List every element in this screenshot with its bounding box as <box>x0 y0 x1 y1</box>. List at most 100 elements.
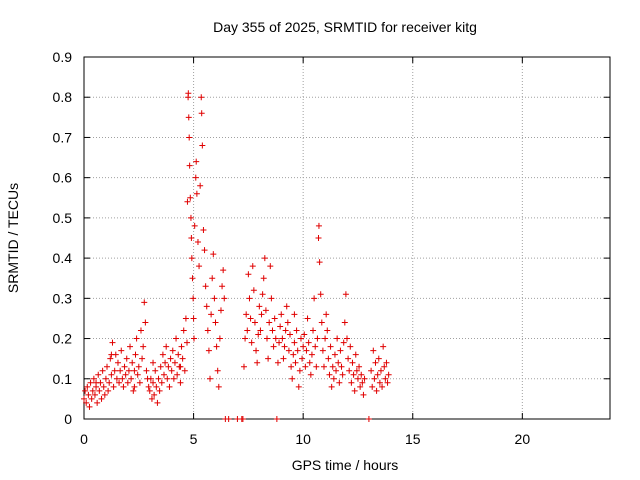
data-point <box>216 335 223 342</box>
data-point <box>271 315 278 322</box>
data-point <box>104 363 111 370</box>
data-point <box>88 395 95 402</box>
data-point <box>314 335 321 342</box>
data-point <box>152 367 159 374</box>
data-point <box>135 363 142 370</box>
data-point <box>83 399 90 406</box>
data-point <box>187 194 194 201</box>
data-point <box>168 367 175 374</box>
data-point <box>276 339 283 346</box>
data-point <box>162 359 169 366</box>
data-point <box>185 90 192 97</box>
data-point <box>249 263 256 270</box>
data-point <box>197 182 204 189</box>
data-point <box>86 403 93 410</box>
data-point <box>146 387 153 394</box>
data-point <box>194 239 201 246</box>
x-tick-label: 20 <box>515 431 531 447</box>
data-point <box>315 222 322 229</box>
data-point <box>337 347 344 354</box>
data-point <box>303 347 310 354</box>
data-point <box>270 343 277 350</box>
data-point <box>288 363 295 370</box>
data-point <box>240 363 247 370</box>
data-point <box>136 379 143 386</box>
data-point <box>166 383 173 390</box>
data-point <box>297 335 304 342</box>
data-point <box>181 367 188 374</box>
data-point <box>133 335 140 342</box>
data-point <box>187 214 194 221</box>
data-point <box>84 383 91 390</box>
data-point <box>85 391 92 398</box>
data-point <box>272 335 279 342</box>
data-point <box>193 158 200 165</box>
data-point <box>345 355 352 362</box>
data-point <box>322 335 329 342</box>
data-point <box>278 311 285 318</box>
data-point <box>339 371 346 378</box>
data-point <box>156 387 163 394</box>
data-point <box>99 367 106 374</box>
data-point <box>101 391 108 398</box>
data-point <box>121 363 128 370</box>
data-point <box>173 335 180 342</box>
data-point <box>318 319 325 326</box>
data-point <box>131 367 138 374</box>
data-point <box>160 371 167 378</box>
data-point <box>315 235 322 241</box>
data-point <box>317 291 324 298</box>
data-point <box>319 347 326 354</box>
data-point <box>178 343 185 350</box>
data-point <box>94 399 101 406</box>
x-tick-label: 15 <box>405 431 421 447</box>
data-point <box>219 283 226 290</box>
data-point <box>245 271 252 278</box>
data-point <box>306 359 313 366</box>
data-point <box>82 387 89 394</box>
data-point <box>255 331 262 338</box>
data-point <box>327 343 334 350</box>
data-point <box>221 295 228 302</box>
data-point <box>100 383 107 390</box>
data-point <box>141 299 148 306</box>
data-point <box>374 371 381 378</box>
data-point <box>179 355 186 362</box>
data-point <box>281 343 288 350</box>
y-tick-label: 0.7 <box>53 129 73 145</box>
data-point <box>301 331 308 338</box>
data-point <box>128 375 135 382</box>
data-point <box>370 347 377 354</box>
data-point <box>202 283 209 290</box>
data-point <box>336 379 343 386</box>
data-point <box>329 363 336 370</box>
data-point <box>348 379 355 386</box>
y-tick-labels: 0 0.1 0.2 0.3 0.4 0.5 0.6 0.7 0.8 0.9 <box>53 49 73 427</box>
data-point <box>346 367 353 374</box>
data-point <box>185 114 192 121</box>
data-point <box>294 347 301 354</box>
data-point <box>153 383 160 390</box>
data-point <box>131 383 138 390</box>
data-point <box>277 323 284 330</box>
data-point <box>360 391 367 398</box>
data-point <box>170 375 177 382</box>
data-point <box>330 375 337 382</box>
data-point <box>199 142 206 149</box>
data-point <box>225 416 232 422</box>
data-point <box>105 387 112 394</box>
data-point <box>357 383 364 390</box>
data-point <box>142 319 149 326</box>
data-point <box>324 327 331 334</box>
data-point <box>167 355 174 362</box>
data-point <box>205 347 212 354</box>
data-point <box>203 303 210 310</box>
data-point <box>125 367 132 374</box>
data-point <box>150 379 157 386</box>
data-point <box>188 255 195 262</box>
data-point <box>214 367 221 374</box>
data-point <box>147 375 154 382</box>
data-point <box>120 383 127 390</box>
data-point <box>116 379 123 386</box>
data-point <box>215 383 222 390</box>
